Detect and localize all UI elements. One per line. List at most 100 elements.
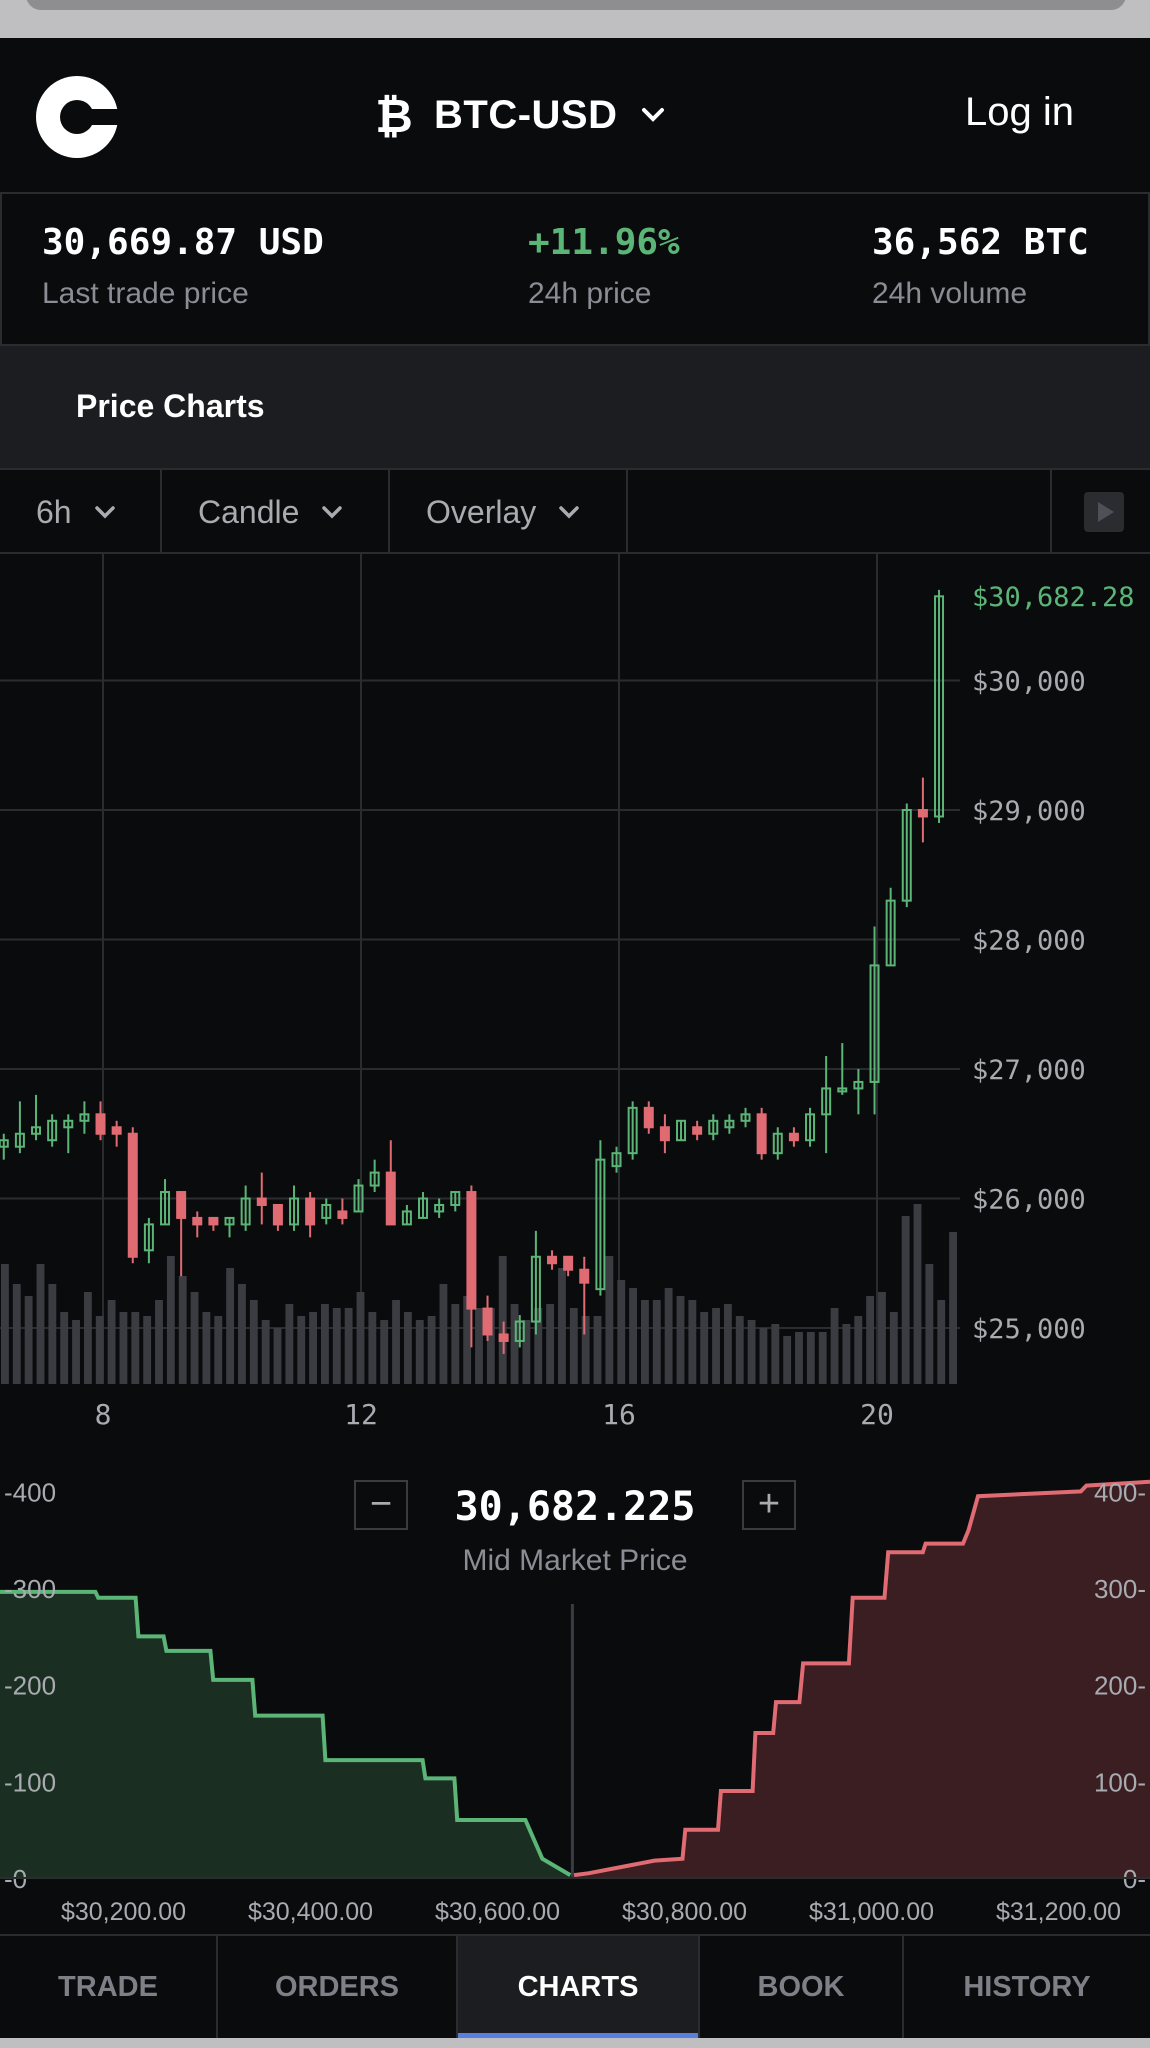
candle-body xyxy=(111,1126,122,1135)
volume-bar xyxy=(783,1336,792,1384)
volume-bar xyxy=(854,1316,863,1384)
candle-body xyxy=(31,1126,42,1135)
candle-body xyxy=(740,1113,751,1122)
volume-bar xyxy=(427,1316,436,1384)
volume-bar xyxy=(498,1256,507,1384)
asks-area xyxy=(574,1481,1150,1878)
volume-bar xyxy=(913,1204,922,1384)
volume-bar xyxy=(155,1300,163,1384)
chart-type-select[interactable]: Candle xyxy=(162,470,390,554)
volume-bar xyxy=(759,1328,768,1384)
candle-body xyxy=(563,1255,574,1271)
volume-bar xyxy=(842,1324,851,1384)
coinbase-logo-icon[interactable] xyxy=(36,76,118,158)
volume-bar xyxy=(688,1300,697,1384)
candle-body xyxy=(289,1197,300,1226)
candle-body xyxy=(176,1191,187,1219)
chart-toolbar: 6h Candle Overlay xyxy=(0,470,1150,554)
volume-bar xyxy=(143,1316,152,1384)
change-value: +11.96% xyxy=(528,222,680,263)
volume-bar xyxy=(652,1300,661,1384)
volume-stat: 36,562 BTC 24h volume xyxy=(872,222,1089,311)
candle-body xyxy=(95,1113,106,1135)
volume-bar xyxy=(332,1308,341,1384)
volume-bar xyxy=(925,1264,934,1384)
volume-bar xyxy=(214,1316,223,1384)
address-bar xyxy=(26,0,1126,10)
volume-bar xyxy=(700,1312,709,1384)
mid-market-price: 30,682.225 xyxy=(454,1484,696,1530)
volume-bar xyxy=(1,1264,9,1384)
volume-bar xyxy=(24,1296,33,1384)
volume-bar xyxy=(463,1296,472,1384)
candle-body xyxy=(917,809,928,818)
candle-body xyxy=(885,899,896,967)
depth-x-tick: $30,600.00 xyxy=(435,1898,560,1926)
volume-bar xyxy=(36,1264,45,1384)
candle-body xyxy=(676,1119,687,1142)
candle-body xyxy=(772,1132,783,1155)
candle-body xyxy=(611,1152,622,1168)
right-y-tick: 400- xyxy=(1094,1477,1146,1507)
section-header: Price Charts xyxy=(0,346,1150,470)
volume-bar xyxy=(72,1320,80,1384)
volume-bar xyxy=(510,1304,519,1384)
candle-body xyxy=(708,1119,719,1135)
chevron-down-icon xyxy=(559,506,579,519)
tab-charts[interactable]: CHARTS xyxy=(458,1936,700,2038)
volume-bar xyxy=(664,1288,673,1384)
candle-body xyxy=(837,1087,848,1093)
volume-bar xyxy=(285,1304,294,1384)
y-tick-label: $25,000 xyxy=(972,1314,1086,1345)
overlay-value: Overlay xyxy=(426,493,537,530)
candle-body xyxy=(853,1080,864,1090)
candle-body xyxy=(434,1203,445,1213)
depth-x-tick: $31,200.00 xyxy=(996,1898,1121,1926)
volume-bar xyxy=(415,1320,424,1384)
depth-x-tick: $30,800.00 xyxy=(622,1898,747,1926)
tab-orders[interactable]: ORDERS xyxy=(218,1936,458,2038)
candle-body xyxy=(143,1223,154,1252)
depth-x-tick: $31,000.00 xyxy=(809,1898,934,1926)
depth-chart: -0 0--100 100--200 200--300 300--400 400-$30,… xyxy=(0,1477,1150,1926)
volume-bar xyxy=(937,1300,946,1384)
login-link[interactable]: Log in xyxy=(965,90,1074,134)
right-y-tick: 200- xyxy=(1094,1671,1146,1701)
bottom-tabs: TRADE ORDERS CHARTS BOOK HISTORY xyxy=(0,1934,1150,2038)
candle-body xyxy=(756,1113,767,1155)
overlay-select[interactable]: Overlay xyxy=(390,470,628,554)
volume-bar xyxy=(392,1300,400,1384)
pair-selector[interactable]: ₿ BTC-USD xyxy=(372,90,665,140)
volume-bar xyxy=(380,1320,389,1384)
interval-select[interactable]: 6h xyxy=(0,470,162,554)
candle-body xyxy=(724,1119,735,1129)
candle-body xyxy=(224,1216,235,1226)
play-icon xyxy=(1084,492,1124,532)
section-title: Price Charts xyxy=(76,388,265,424)
tab-trade[interactable]: TRADE xyxy=(0,1936,218,2038)
candle-body xyxy=(305,1197,316,1226)
asks-line xyxy=(573,1479,1150,1878)
candle-body xyxy=(192,1216,203,1226)
tab-history[interactable]: HISTORY xyxy=(963,1970,1091,2003)
volume-label: 24h volume xyxy=(872,277,1028,310)
left-y-tick: -200 xyxy=(4,1671,56,1701)
candle-body xyxy=(418,1197,429,1219)
bids-line xyxy=(0,1589,572,1877)
candle-body xyxy=(369,1171,380,1187)
zoom-in-button[interactable]: + xyxy=(742,1480,796,1530)
play-button[interactable] xyxy=(1050,470,1150,554)
chevron-down-icon xyxy=(322,506,343,519)
left-y-tick: -300 xyxy=(4,1574,56,1604)
left-y-tick: -400 xyxy=(4,1477,56,1507)
zoom-out-button[interactable]: − xyxy=(354,1480,408,1530)
candle-body xyxy=(47,1119,58,1142)
candle-body xyxy=(160,1191,171,1226)
volume-bar xyxy=(356,1292,365,1384)
volume-bar xyxy=(818,1332,827,1384)
price-chart[interactable]: 8 12 16 20 $25,000 $26,000 $27,000 $28,000 $29,0… xyxy=(0,554,1150,1434)
tab-book[interactable]: BOOK xyxy=(700,1936,904,2038)
candle-body xyxy=(450,1191,461,1206)
candle-body xyxy=(208,1216,219,1226)
candle-body xyxy=(934,595,945,818)
